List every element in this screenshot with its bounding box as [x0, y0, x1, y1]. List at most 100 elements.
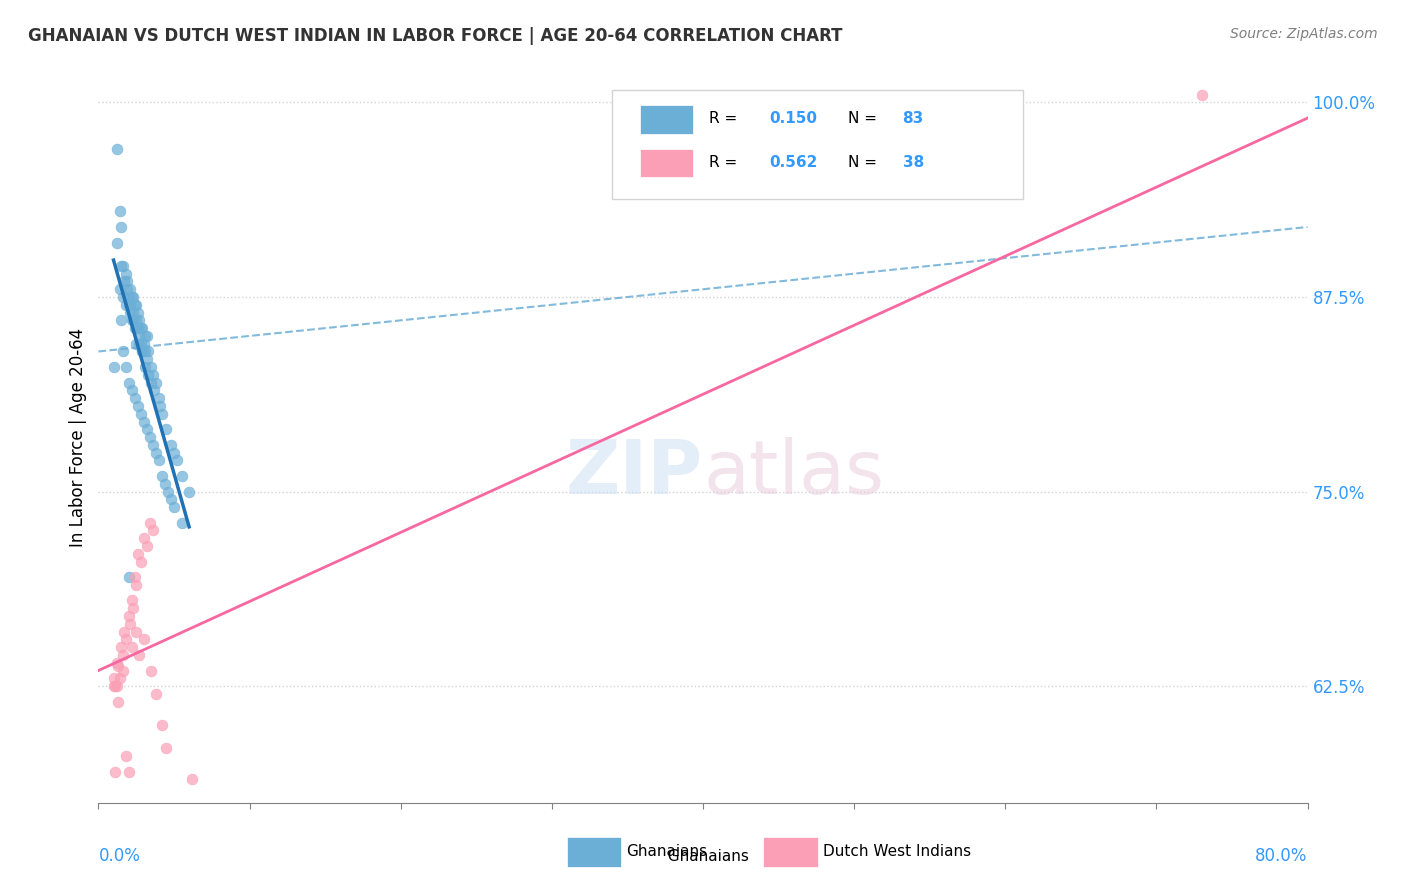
- Point: [163, 500, 186, 515]
- Point: [170, 469, 193, 483]
- Point: [120, 298, 142, 312]
- Point: [114, 359, 136, 374]
- Text: 83: 83: [903, 112, 924, 127]
- Point: [156, 484, 179, 499]
- Point: [110, 640, 132, 655]
- Text: Dutch West Indians: Dutch West Indians: [823, 845, 970, 859]
- Point: [110, 259, 132, 273]
- Point: [124, 321, 146, 335]
- Text: 0.150: 0.150: [769, 112, 817, 127]
- Text: GHANAIAN VS DUTCH WEST INDIAN IN LABOR FORCE | AGE 20-64 CORRELATION CHART: GHANAIAN VS DUTCH WEST INDIAN IN LABOR F…: [28, 27, 842, 45]
- Point: [153, 476, 176, 491]
- Point: [132, 531, 155, 545]
- Point: [118, 298, 141, 312]
- FancyBboxPatch shape: [640, 149, 693, 178]
- Point: [149, 399, 172, 413]
- Point: [114, 749, 136, 764]
- Point: [118, 570, 141, 584]
- Point: [139, 430, 162, 444]
- Point: [111, 290, 134, 304]
- Point: [105, 656, 128, 670]
- Point: [145, 687, 167, 701]
- Point: [145, 376, 167, 390]
- Point: [111, 648, 134, 662]
- Point: [127, 321, 149, 335]
- Text: 0.0%: 0.0%: [98, 847, 141, 865]
- Point: [125, 624, 148, 639]
- FancyBboxPatch shape: [567, 837, 621, 867]
- Point: [160, 492, 183, 507]
- Point: [120, 616, 142, 631]
- Point: [148, 391, 170, 405]
- Point: [141, 376, 163, 390]
- FancyBboxPatch shape: [640, 105, 693, 134]
- Point: [124, 298, 146, 312]
- Text: 38: 38: [903, 155, 924, 170]
- Point: [125, 336, 148, 351]
- Y-axis label: In Labor Force | Age 20-64: In Labor Force | Age 20-64: [69, 327, 87, 547]
- Point: [108, 282, 131, 296]
- Point: [118, 609, 141, 624]
- Point: [131, 344, 153, 359]
- Point: [166, 453, 188, 467]
- Point: [129, 407, 152, 421]
- Point: [107, 658, 129, 673]
- Point: [150, 469, 173, 483]
- Point: [132, 632, 155, 647]
- Point: [135, 539, 157, 553]
- Point: [141, 664, 163, 678]
- Point: [131, 321, 153, 335]
- Point: [129, 555, 152, 569]
- Point: [122, 313, 145, 327]
- Point: [114, 632, 136, 647]
- Point: [104, 764, 127, 779]
- Point: [112, 624, 135, 639]
- Point: [145, 445, 167, 459]
- Point: [105, 679, 128, 693]
- Point: [139, 516, 162, 530]
- Point: [135, 329, 157, 343]
- Point: [122, 290, 145, 304]
- Point: [134, 359, 156, 374]
- Point: [111, 259, 134, 273]
- Text: R =: R =: [709, 112, 742, 127]
- Point: [111, 344, 134, 359]
- Point: [142, 438, 165, 452]
- Point: [155, 741, 177, 756]
- Point: [103, 679, 125, 693]
- Point: [125, 298, 148, 312]
- Point: [121, 593, 143, 607]
- Text: atlas: atlas: [703, 437, 884, 510]
- Point: [143, 384, 166, 398]
- Point: [1191, 87, 1213, 102]
- Point: [118, 290, 141, 304]
- Point: [136, 344, 159, 359]
- Point: [155, 422, 177, 436]
- Point: [122, 601, 145, 615]
- Point: [150, 407, 173, 421]
- Point: [127, 547, 149, 561]
- Point: [115, 275, 138, 289]
- Point: [115, 282, 138, 296]
- Point: [121, 290, 143, 304]
- Point: [128, 648, 150, 662]
- Point: [132, 415, 155, 429]
- Point: [120, 305, 142, 319]
- FancyBboxPatch shape: [763, 837, 818, 867]
- Point: [108, 671, 131, 685]
- Point: [125, 321, 148, 335]
- Point: [148, 453, 170, 467]
- Point: [121, 384, 143, 398]
- Text: Ghanaians: Ghanaians: [658, 849, 748, 863]
- Text: Source: ZipAtlas.com: Source: ZipAtlas.com: [1230, 27, 1378, 41]
- Point: [160, 438, 183, 452]
- Point: [105, 235, 128, 250]
- Text: N =: N =: [848, 155, 882, 170]
- Point: [135, 352, 157, 367]
- Point: [127, 399, 149, 413]
- Point: [134, 344, 156, 359]
- Point: [131, 344, 153, 359]
- Text: N =: N =: [848, 112, 882, 127]
- Point: [128, 336, 150, 351]
- Point: [118, 376, 141, 390]
